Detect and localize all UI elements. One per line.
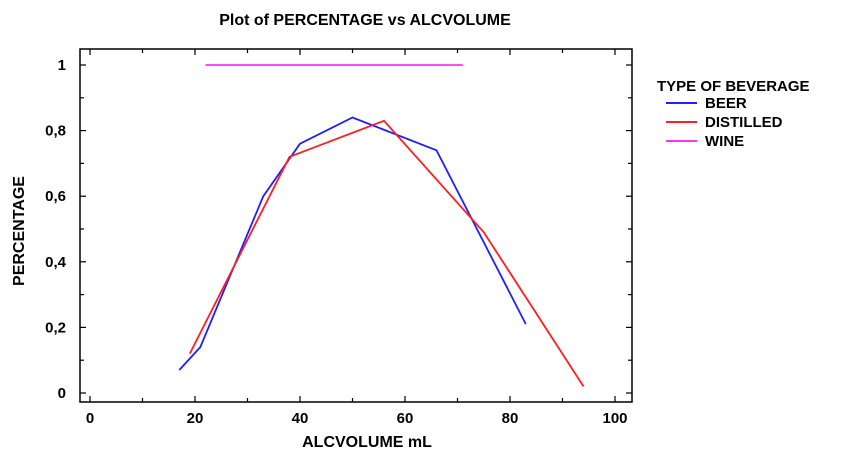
x-tick-label: 0 (86, 410, 94, 427)
legend-items: BEER DISTILLED WINE (666, 95, 783, 150)
series-layer (178, 64, 585, 387)
x-tick-label: 60 (397, 410, 414, 427)
legend: TYPE OF BEVERAGE BEER DISTILLED WINE (657, 78, 810, 150)
y-tick-label: 0,2 (45, 319, 66, 336)
y-tick-label: 1 (58, 57, 66, 74)
y-tick-label: 0,6 (45, 188, 66, 205)
y-tick-label: 0,4 (45, 254, 67, 271)
chart-title: Plot of PERCENTAGE vs ALCVOLUME (219, 12, 511, 29)
x-tick-label: 20 (187, 410, 204, 427)
x-axis-label: ALCVOLUME mL (302, 434, 432, 451)
plot-frame (79, 48, 633, 403)
y-tick-labels: 0 0,2 0,4 0,6 0,8 1 (45, 57, 67, 402)
axis-ticks (80, 49, 632, 402)
series-line-distilled (188, 119, 585, 387)
legend-label-wine: WINE (705, 133, 744, 150)
legend-label-beer: BEER (705, 95, 747, 112)
y-tick-label: 0 (58, 385, 66, 402)
y-tick-label: 0,8 (45, 123, 66, 140)
legend-title: TYPE OF BEVERAGE (657, 78, 810, 95)
x-tick-label: 40 (292, 410, 309, 427)
legend-label-distilled: DISTILLED (705, 114, 783, 131)
x-tick-label: 80 (502, 410, 519, 427)
x-tick-label: 100 (602, 410, 627, 427)
x-tick-labels: 0 20 40 60 80 100 (86, 410, 628, 427)
y-axis-label: PERCENTAGE (11, 176, 28, 286)
series-line-beer (178, 116, 527, 371)
